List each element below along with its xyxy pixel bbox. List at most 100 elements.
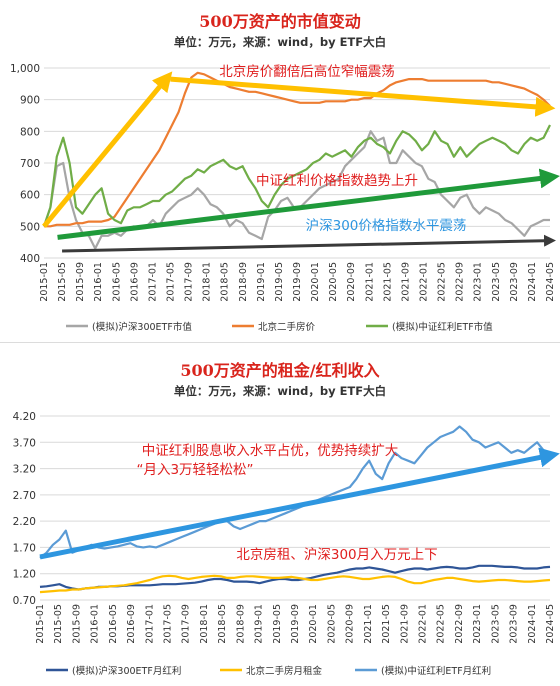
trend-arrow xyxy=(57,168,560,240)
x-tick-label: 2019-09 xyxy=(292,262,303,302)
x-tick-label: 2023-01 xyxy=(473,262,484,302)
annotation: 中证红利股息收入水平占优，优势持续扩大 xyxy=(142,442,399,459)
trend-arrow xyxy=(62,234,556,253)
series-line xyxy=(44,71,551,228)
y-tick-label: 2.20 xyxy=(13,516,36,528)
y-tick-label: 3.20 xyxy=(13,464,36,476)
chart-panel-market-value: 500万资产的市值变动 单位：万元，来源：wind，by ETF大白 400 50… xyxy=(0,0,560,342)
x-tick-label: 2024-05 xyxy=(545,262,556,302)
annotation: 沪深300价格指数水平震荡 xyxy=(306,218,467,234)
x-tick-label: 2018-05 xyxy=(220,262,231,302)
trend-arrow xyxy=(170,76,556,117)
chart-panel-income: 500万资产的租金/红利收入 单位：万元，来源：wind，by ETF大白 0.… xyxy=(0,342,560,686)
y-tick-label: 1,000 xyxy=(10,63,40,75)
annotation: “月入3万轻轻松松” xyxy=(136,462,253,478)
legend-label: 北京二手房月租金 xyxy=(246,665,323,677)
y-tick-label: 600 xyxy=(20,190,40,202)
x-tick-label: 2018-01 xyxy=(202,262,213,302)
y-tick-label: 4.20 xyxy=(13,411,36,423)
legend-label: 北京二手房价 xyxy=(258,321,316,333)
legend-label: (模拟)沪深300ETF月红利 xyxy=(72,665,181,677)
trend-arrow xyxy=(39,447,560,560)
x-tick-label: 2023-01 xyxy=(472,604,483,644)
y-tick-label: 700 xyxy=(20,158,40,170)
x-tick-label: 2022-05 xyxy=(436,604,447,644)
x-tick-label: 2020-09 xyxy=(345,604,356,644)
x-tick-label: 2016-05 xyxy=(111,262,122,302)
y-tick-label: 500 xyxy=(20,221,40,233)
x-tick-label: 2022-09 xyxy=(454,604,465,644)
legend-label: (模拟)中证红利ETF市值 xyxy=(392,321,493,333)
x-tick-label: 2015-01 xyxy=(35,604,46,644)
legend-label: (模拟)沪深300ETF市值 xyxy=(92,321,192,333)
y-tick-label: 0.70 xyxy=(13,595,36,607)
x-tick-label: 2021-05 xyxy=(382,262,393,302)
x-tick-label: 2020-01 xyxy=(310,262,321,302)
legend-label: (模拟)中证红利ETF月红利 xyxy=(381,665,491,677)
series-line xyxy=(39,425,551,559)
x-tick-label: 2019-05 xyxy=(272,604,283,644)
x-tick-label: 2015-09 xyxy=(75,262,86,302)
x-tick-label: 2023-05 xyxy=(490,604,501,644)
x-tick-label: 2022-05 xyxy=(437,262,448,302)
x-tick-label: 2019-05 xyxy=(274,262,285,302)
x-tick-label: 2020-05 xyxy=(328,262,339,302)
x-tick-label: 2018-09 xyxy=(238,262,249,302)
series-line xyxy=(39,574,551,594)
y-tick-label: 3.70 xyxy=(13,437,36,449)
x-tick-label: 2020-05 xyxy=(326,604,337,644)
x-tick-label: 2017-05 xyxy=(163,604,174,644)
x-tick-label: 2015-09 xyxy=(71,604,82,644)
y-tick-label: 900 xyxy=(20,95,40,107)
x-tick-label: 2015-05 xyxy=(53,604,64,644)
x-tick-label: 2016-05 xyxy=(108,604,119,644)
y-tick-label: 2.70 xyxy=(13,490,36,502)
chart-subtitle: 单位：万元，来源：wind，by ETF大白 xyxy=(173,384,387,398)
x-tick-label: 2019-01 xyxy=(256,262,267,302)
y-tick-label: 1.20 xyxy=(13,569,36,581)
x-tick-label: 2022-09 xyxy=(455,262,466,302)
x-tick-label: 2019-01 xyxy=(254,604,265,644)
y-tick-label: 400 xyxy=(20,253,40,265)
chart-subtitle: 单位：万元，来源：wind，by ETF大白 xyxy=(173,35,387,49)
x-tick-label: 2021-05 xyxy=(381,604,392,644)
x-tick-label: 2021-01 xyxy=(363,604,374,644)
x-tick-label: 2017-05 xyxy=(166,262,177,302)
x-tick-label: 2018-05 xyxy=(217,604,228,644)
x-tick-label: 2024-05 xyxy=(545,604,556,644)
y-tick-label: 1.70 xyxy=(13,542,36,554)
x-tick-label: 2024-01 xyxy=(527,604,538,644)
annotation: 北京房租、沪深300月入万元上下 xyxy=(236,547,437,563)
x-tick-label: 2016-01 xyxy=(93,262,104,302)
x-tick-label: 2017-09 xyxy=(184,262,195,302)
x-tick-label: 2018-01 xyxy=(199,604,210,644)
trend-arrow xyxy=(42,71,173,228)
chart-svg: 0.70 1.20 1.70 2.20 2.70 3.20 3.70 4.20 2015-01 2… xyxy=(13,411,560,677)
x-tick-label: 2016-01 xyxy=(90,604,101,644)
x-tick-label: 2022-01 xyxy=(418,604,429,644)
x-tick-label: 2021-01 xyxy=(364,262,375,302)
y-tick-label: 800 xyxy=(20,126,40,138)
chart-title: 500万资产的市值变动 xyxy=(199,12,361,31)
x-tick-label: 2022-01 xyxy=(419,262,430,302)
x-tick-label: 2020-09 xyxy=(346,262,357,302)
x-tick-label: 2021-09 xyxy=(399,604,410,644)
x-tick-label: 2015-01 xyxy=(39,262,50,302)
x-tick-label: 2016-09 xyxy=(129,262,140,302)
x-tick-label: 2017-01 xyxy=(144,604,155,644)
x-tick-label: 2023-05 xyxy=(491,262,502,302)
chart-title: 500万资产的租金/红利收入 xyxy=(180,361,380,380)
annotation: 北京房价翻倍后高位窄幅震荡 xyxy=(219,63,395,80)
x-tick-label: 2015-05 xyxy=(57,262,68,302)
x-tick-label: 2017-09 xyxy=(181,604,192,644)
x-tick-label: 2019-09 xyxy=(290,604,301,644)
annotation: 中证红利价格指数趋势上升 xyxy=(256,173,418,189)
x-tick-label: 2024-01 xyxy=(527,262,538,302)
x-tick-label: 2020-01 xyxy=(308,604,319,644)
x-tick-label: 2017-01 xyxy=(147,262,158,302)
chart-svg: 400 500 600 700 800 900 1,000 2015-01 2015-05 201… xyxy=(10,63,560,333)
x-tick-label: 2016-09 xyxy=(126,604,137,644)
x-tick-label: 2023-09 xyxy=(509,262,520,302)
x-tick-label: 2018-09 xyxy=(235,604,246,644)
x-tick-label: 2023-09 xyxy=(509,604,520,644)
